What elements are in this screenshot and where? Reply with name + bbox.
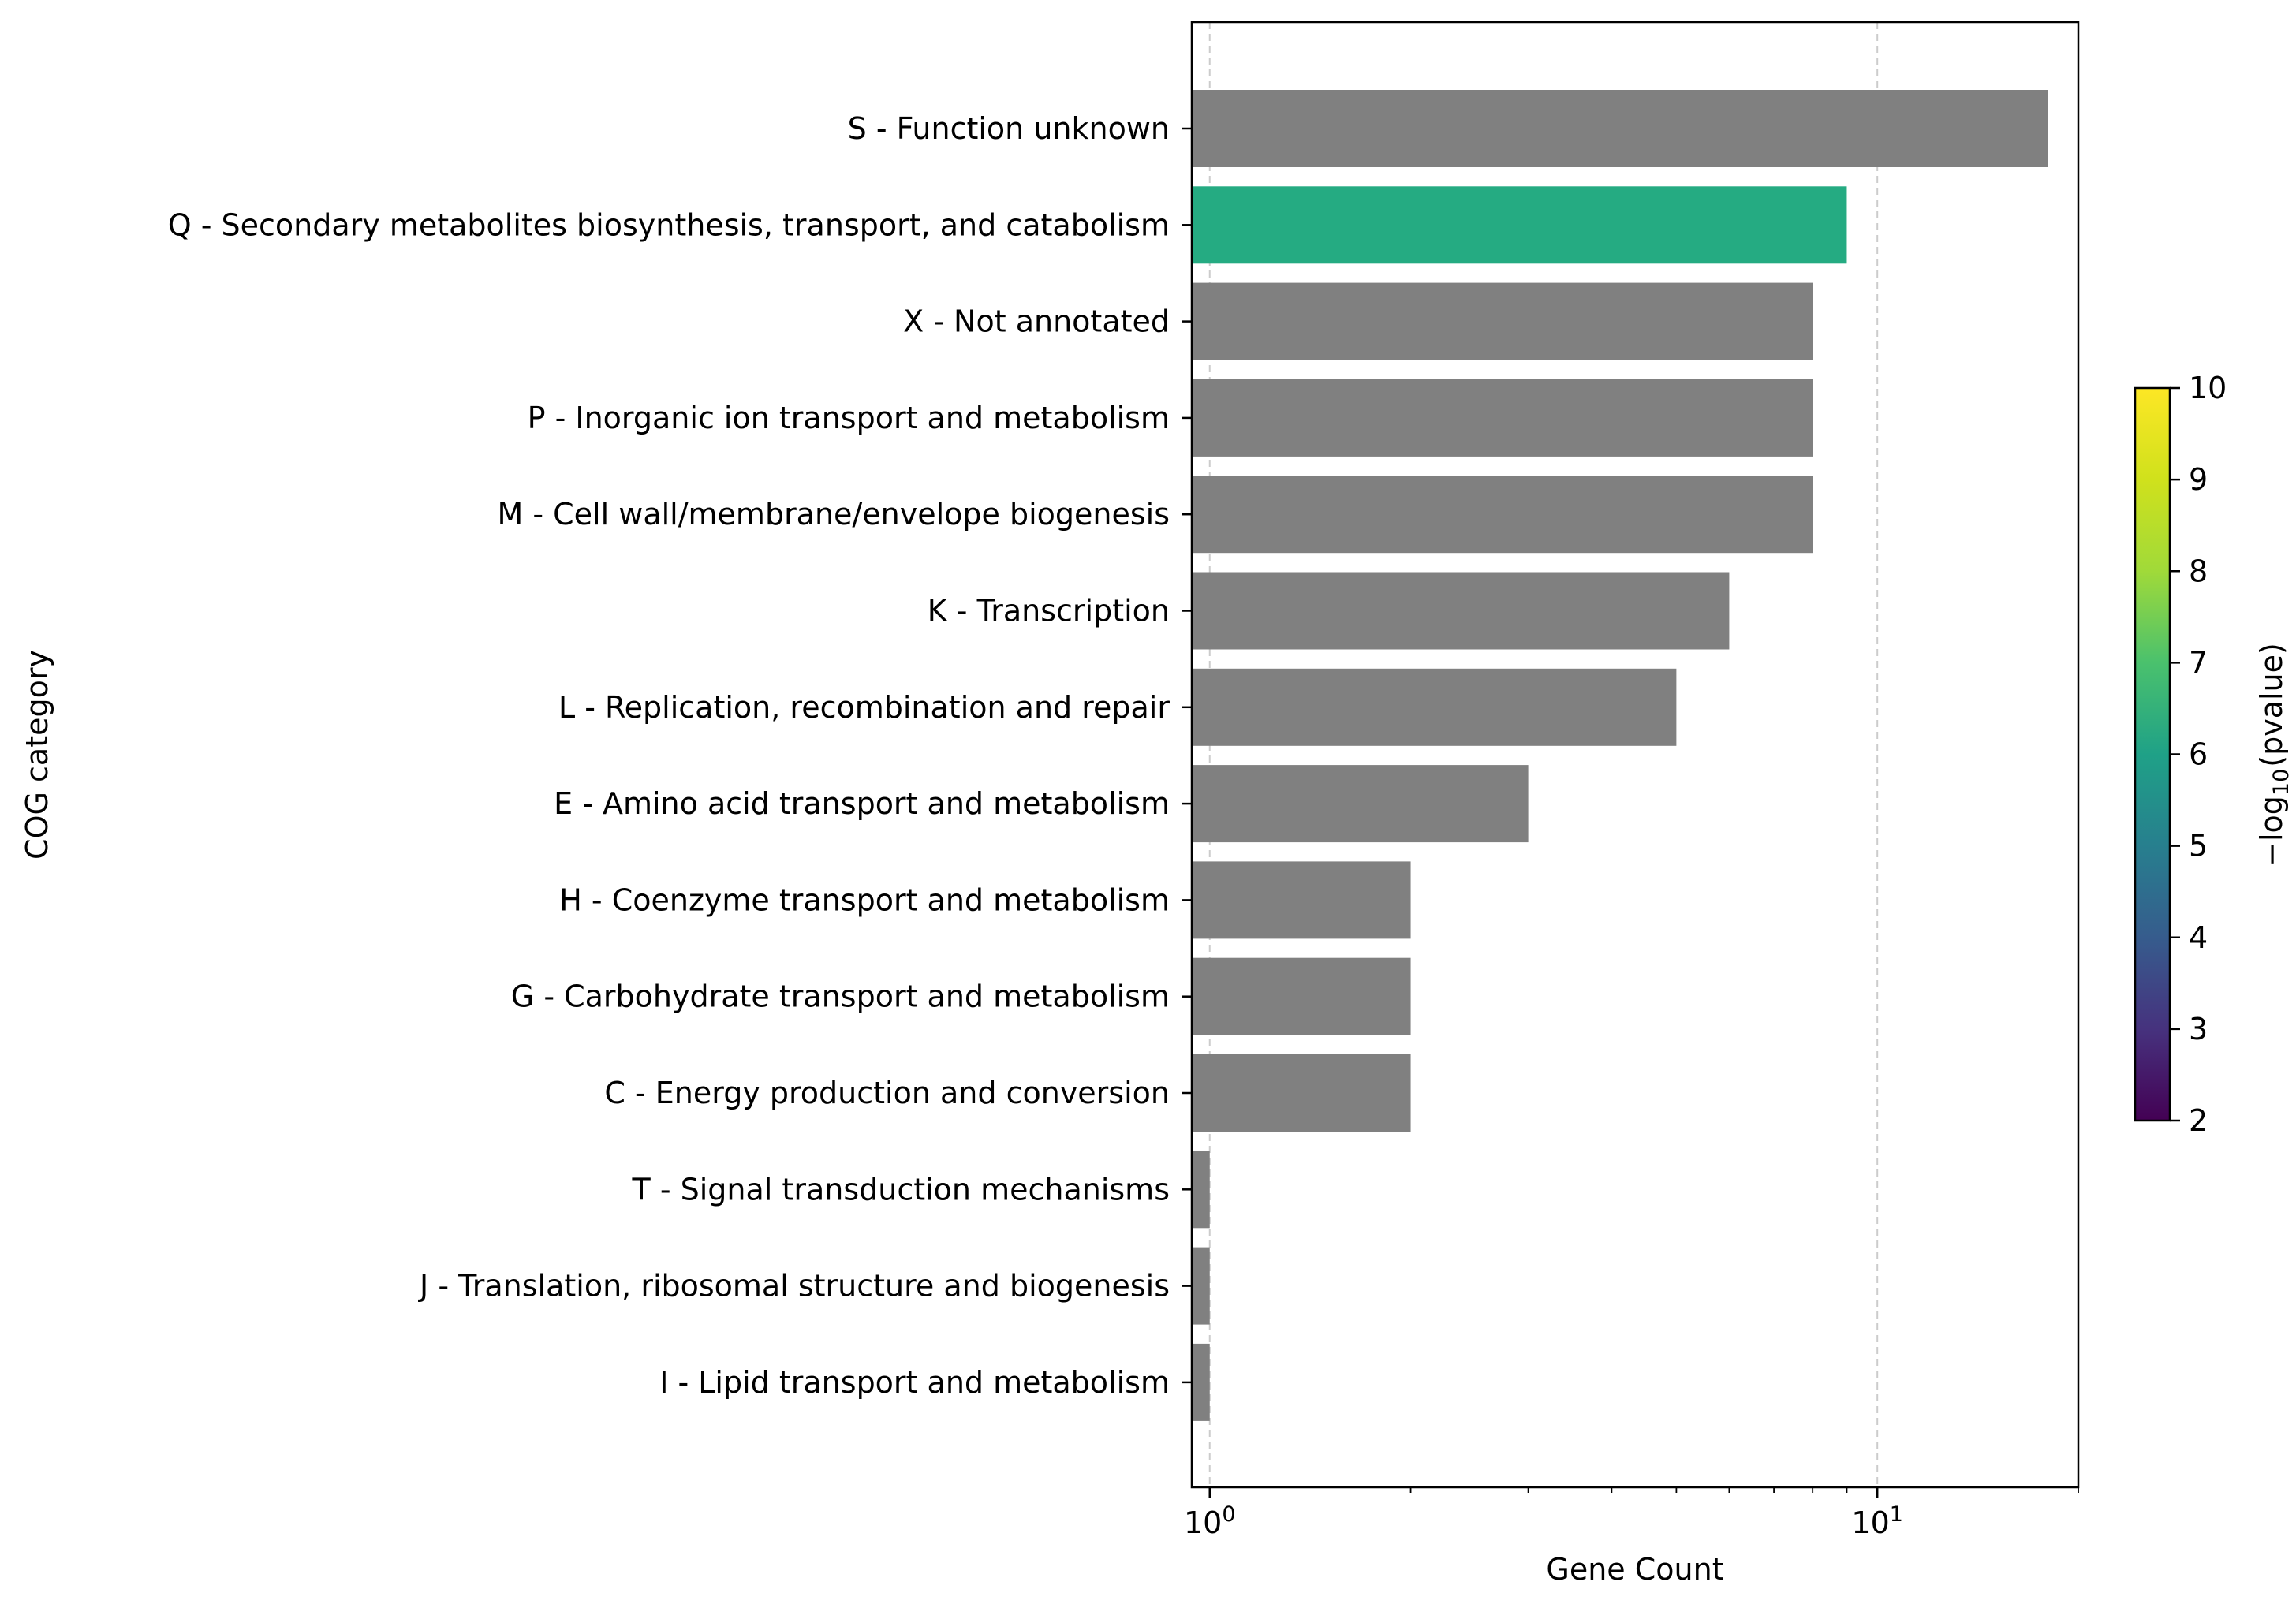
y-tick-label: Q - Secondary metabolites biosynthesis, … bbox=[168, 207, 1170, 242]
bar bbox=[1192, 1343, 1210, 1421]
bar bbox=[1192, 282, 1813, 360]
colorbar-tick-label: 6 bbox=[2189, 737, 2208, 772]
bar bbox=[1192, 379, 1813, 457]
y-tick-label: L - Replication, recombination and repai… bbox=[558, 690, 1170, 725]
y-tick-label: G - Carbohydrate transport and metabolis… bbox=[511, 979, 1170, 1014]
colorbar-tick-label: 9 bbox=[2189, 462, 2208, 497]
bar bbox=[1192, 861, 1411, 939]
colorbar-label-subscript: 10 bbox=[2269, 769, 2294, 796]
bar bbox=[1192, 1151, 1210, 1229]
colorbar-tick-label: 8 bbox=[2189, 554, 2208, 588]
y-tick-label: H - Coenzyme transport and metabolism bbox=[559, 882, 1170, 917]
bar bbox=[1192, 1054, 1411, 1132]
bar bbox=[1192, 476, 1813, 554]
colorbar-label: −log10(pvalue) bbox=[2254, 643, 2294, 867]
y-tick-label: T - Signal transduction mechanisms bbox=[632, 1172, 1170, 1207]
y-tick-label: X - Not annotated bbox=[903, 304, 1170, 339]
x-axis-title: Gene Count bbox=[1546, 1552, 1723, 1587]
x-tick-label: 100 bbox=[1184, 1502, 1236, 1541]
colorbar-tick-label: 2 bbox=[2189, 1103, 2208, 1138]
y-tick-label: P - Inorganic ion transport and metaboli… bbox=[528, 401, 1170, 435]
plot-frame bbox=[1190, 21, 2080, 1489]
colorbar-gradient bbox=[2134, 386, 2171, 1122]
bar bbox=[1192, 765, 1529, 843]
colorbar-label-suffix: (pvalue) bbox=[2254, 643, 2289, 767]
y-tick-label: M - Cell wall/membrane/envelope biogenes… bbox=[497, 497, 1170, 532]
colorbar-label-prefix: −log bbox=[2254, 796, 2289, 867]
bar bbox=[1192, 90, 2048, 167]
bar bbox=[1192, 957, 1411, 1035]
colorbar-tick-label: 4 bbox=[2189, 920, 2208, 955]
x-axis: 100 101 bbox=[1184, 1487, 2079, 1541]
bar bbox=[1192, 186, 1847, 264]
y-tick-label: I - Lipid transport and metabolism bbox=[659, 1365, 1170, 1400]
y-axis: S - Function unknown Q - Secondary metabo… bbox=[168, 111, 1192, 1400]
y-tick-label: J - Translation, ribosomal structure and… bbox=[418, 1269, 1170, 1304]
bar bbox=[1192, 1247, 1210, 1325]
y-tick-label: E - Amino acid transport and metabolism bbox=[554, 786, 1170, 821]
y-tick-label: K - Transcription bbox=[928, 594, 1170, 629]
y-tick-label: C - Energy production and conversion bbox=[604, 1076, 1170, 1110]
bars bbox=[1192, 90, 2048, 1421]
colorbar-ticks: 2 3 4 5 6 7 8 9 10 bbox=[2170, 371, 2227, 1138]
bar bbox=[1192, 668, 1677, 746]
y-axis-title: COG category bbox=[20, 650, 54, 860]
colorbar-tick-label: 7 bbox=[2189, 645, 2208, 680]
grid-lines bbox=[1208, 22, 1879, 1487]
y-tick-label: S - Function unknown bbox=[848, 111, 1170, 146]
colorbar-tick-label: 10 bbox=[2189, 371, 2227, 405]
colorbar-tick-label: 5 bbox=[2189, 829, 2208, 864]
colorbar-tick-label: 3 bbox=[2189, 1012, 2208, 1046]
x-tick-label: 101 bbox=[1851, 1502, 1903, 1541]
bar bbox=[1192, 572, 1730, 650]
